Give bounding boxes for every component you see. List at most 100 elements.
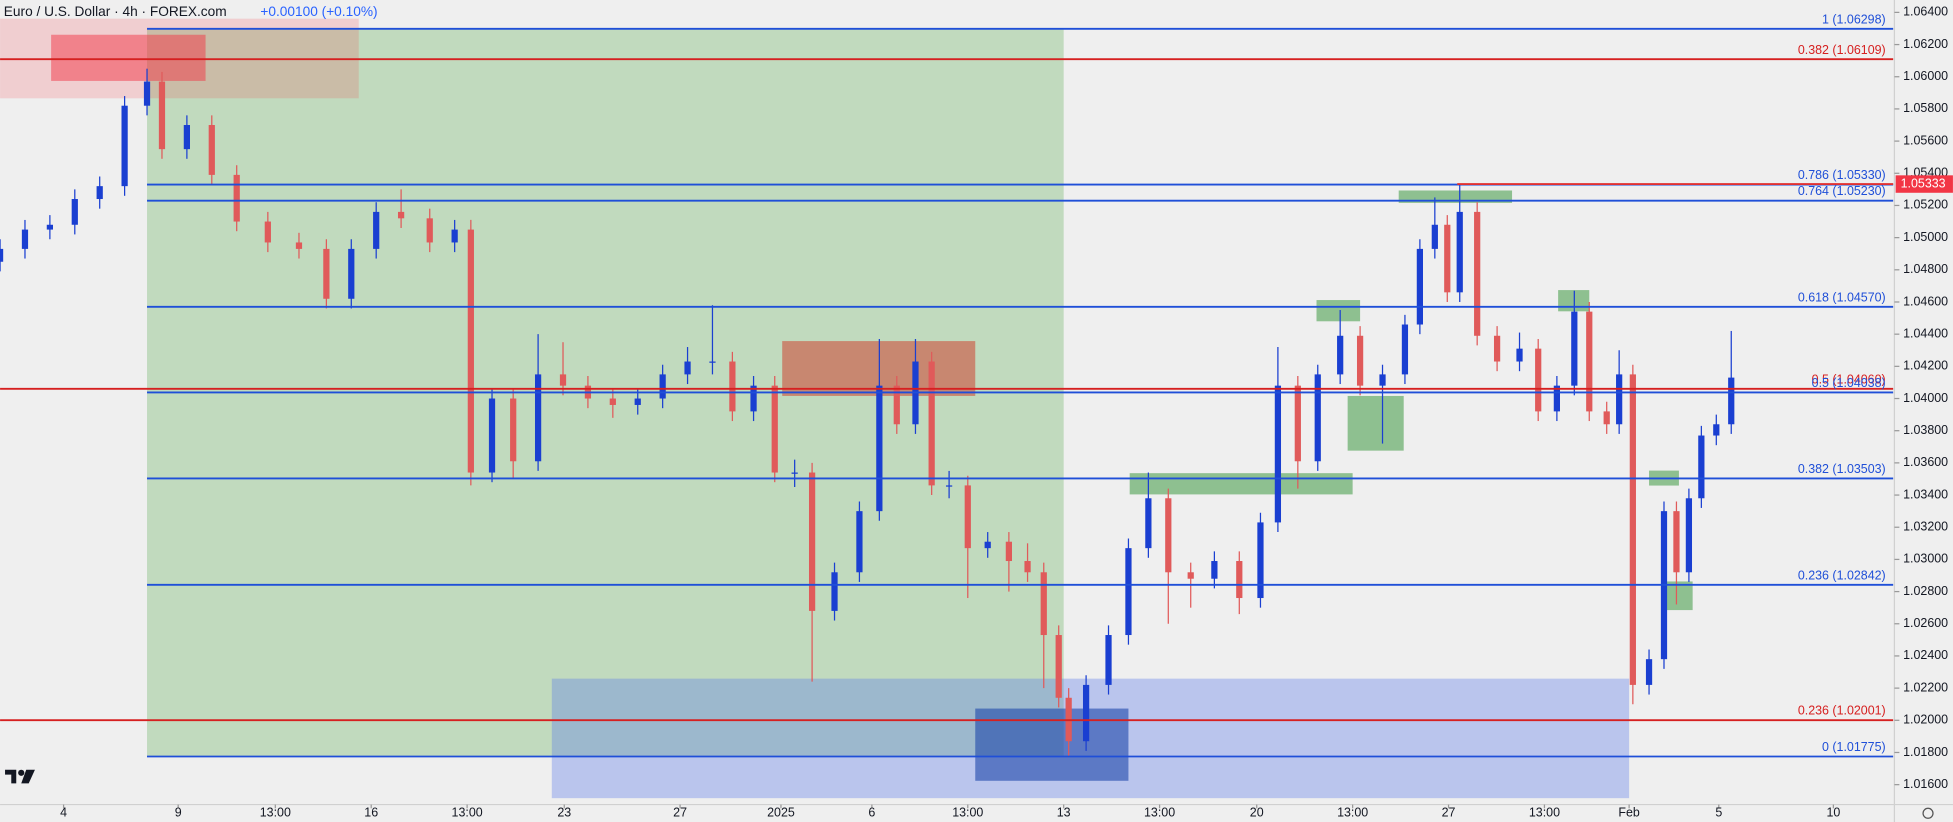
x-tick-label: 27 [673, 806, 687, 820]
y-tick-label: 1.06200 [1903, 37, 1948, 51]
x-tick-label: 13:00 [452, 806, 483, 820]
y-tick-label: 1.05800 [1903, 101, 1948, 115]
zone [51, 34, 206, 81]
candle-body [46, 224, 53, 230]
y-tick-label: 1.05600 [1903, 133, 1948, 147]
x-tick-label: 13:00 [260, 806, 291, 820]
candle-body [0, 248, 4, 262]
fib-label: 0 (1.01775) [1822, 740, 1886, 754]
x-tick-label: 20 [1250, 806, 1264, 820]
candle-body [233, 174, 240, 222]
y-tick-label: 1.03400 [1903, 487, 1948, 501]
candle-body [1493, 335, 1501, 362]
fib-label: 0.5 (1.04060) [1812, 372, 1886, 386]
candle-body [1673, 511, 1680, 573]
tradingview-logo[interactable] [5, 769, 35, 784]
candle-body [876, 385, 883, 512]
candle-body [183, 125, 190, 150]
candle-body [1629, 374, 1636, 685]
x-tick-label: 10 [1826, 806, 1840, 820]
settings-button[interactable] [1922, 807, 1934, 819]
candle-body [1685, 498, 1693, 573]
candle-body [1314, 374, 1321, 462]
candle-body [451, 229, 458, 243]
candle-body [1553, 385, 1560, 412]
y-tick-label: 1.03200 [1903, 520, 1948, 534]
x-tick-label: 9 [175, 806, 182, 820]
y-tick-label: 1.02600 [1903, 616, 1948, 630]
candle-body [1082, 684, 1090, 742]
candle-body [1431, 224, 1438, 249]
candle-body [1516, 348, 1523, 362]
candle-body [771, 385, 778, 473]
candle-body [426, 218, 433, 243]
fib-label: 0.236 (1.02842) [1798, 568, 1886, 582]
fib-label: 0.236 (1.02001) [1798, 704, 1886, 718]
candle-body [488, 398, 496, 473]
candle-body [1474, 211, 1481, 336]
x-tick-label: Feb [1618, 806, 1640, 820]
candle-body [158, 81, 166, 150]
price-marker-label: 1.05333 [1901, 176, 1946, 190]
candle-body [1125, 548, 1132, 636]
x-tick-label: 23 [557, 806, 571, 820]
candle-body [684, 361, 691, 375]
candle-body [1571, 311, 1578, 386]
candle-body [1401, 324, 1409, 375]
fib-label: 0.382 (1.03503) [1798, 462, 1886, 476]
candle-body [831, 572, 838, 611]
candle-body [1257, 522, 1264, 599]
x-tick-label: 5 [1715, 806, 1722, 820]
y-tick-label: 1.02200 [1903, 680, 1948, 694]
y-tick-label: 1.02800 [1903, 584, 1948, 598]
price-change: +0.00100 (+0.10%) [260, 4, 377, 19]
zone [1347, 395, 1404, 451]
y-tick-label: 1.04000 [1903, 391, 1948, 405]
candle-body [729, 361, 736, 412]
candle-body [1040, 572, 1047, 636]
fib-label: 0.5 (1.04038) [1812, 376, 1886, 390]
logo-part [21, 769, 35, 784]
candle-body [1645, 659, 1653, 685]
candle-body [1005, 541, 1012, 562]
logo-part [18, 769, 25, 776]
candle-body [348, 248, 355, 299]
candle-body [121, 105, 128, 187]
fib-label: 0.786 (1.05330) [1798, 168, 1886, 182]
fib-label: 0.618 (1.04570) [1798, 290, 1886, 304]
candle-body [1728, 377, 1735, 425]
y-tick-label: 1.04800 [1903, 262, 1948, 276]
candle-body [984, 541, 991, 549]
candle-body [893, 385, 900, 425]
y-tick-label: 1.01800 [1903, 745, 1948, 759]
candle-body [945, 485, 953, 487]
fib-label: 0.382 (1.06109) [1798, 43, 1886, 57]
candle-body [534, 374, 542, 462]
candle-body [634, 398, 641, 405]
candle-body [1236, 561, 1243, 599]
y-tick-label: 1.01600 [1903, 777, 1948, 791]
candle-body [791, 472, 798, 474]
candle-body [1416, 248, 1423, 325]
x-tick-label: 27 [1442, 806, 1456, 820]
y-tick-label: 1.06400 [1903, 5, 1948, 19]
y-tick-label: 1.06000 [1903, 69, 1948, 83]
x-tick-label: 4 [60, 806, 67, 820]
fib-label: 1 (1.06298) [1822, 12, 1886, 26]
y-tick-label: 1.04400 [1903, 326, 1948, 340]
candle-body [559, 374, 567, 386]
candle-body [1698, 435, 1705, 499]
y-tick-label: 1.03600 [1903, 455, 1948, 469]
candle-body [1145, 498, 1152, 549]
candle-body [856, 511, 863, 573]
y-tick-label: 1.04200 [1903, 359, 1948, 373]
candle-body [295, 242, 303, 249]
x-tick-label: 13:00 [1337, 806, 1368, 820]
candle-body [1211, 561, 1218, 579]
zone [1129, 473, 1353, 495]
y-tick-label: 1.02400 [1903, 648, 1948, 662]
candle-body [21, 229, 29, 249]
candle-body [1713, 424, 1720, 436]
